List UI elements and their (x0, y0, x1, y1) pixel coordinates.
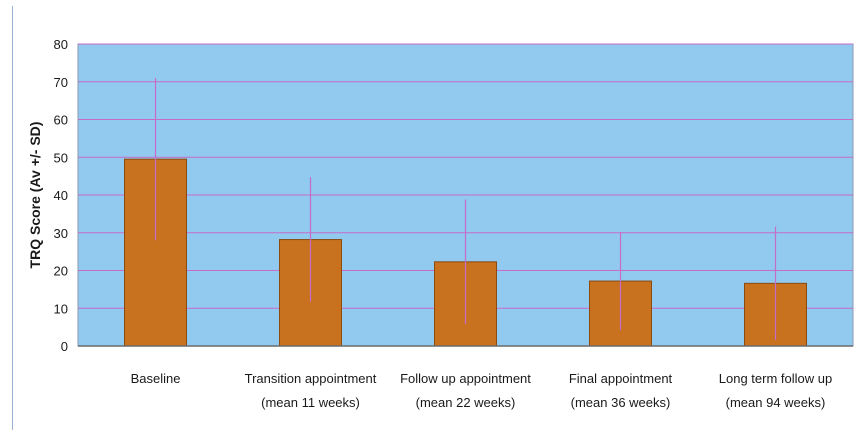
y-axis-label: TRQ Score (Av +/- SD) (27, 122, 43, 269)
y-tick-label: 80 (54, 37, 68, 52)
y-tick-label: 70 (54, 75, 68, 90)
x-category-label: Baseline (131, 371, 181, 386)
y-tick-label: 10 (54, 301, 68, 316)
error-bars (154, 77, 777, 340)
y-tick-label: 0 (61, 339, 68, 354)
x-category-label: Long term follow up (mean 94 weeks) (719, 371, 832, 410)
y-tick-label: 40 (54, 188, 68, 203)
x-category-label: Follow up appointment (mean 22 weeks) (400, 371, 531, 410)
y-tick-label: 50 (54, 150, 68, 165)
x-category-label: Final appointment (mean 36 weeks) (569, 371, 673, 410)
y-tick-label: 30 (54, 226, 68, 241)
y-tick-label: 20 (54, 264, 68, 279)
y-tick-label: 60 (54, 113, 68, 128)
x-axis-labels: Baseline Transition appointment (mean 11 w… (131, 371, 833, 410)
left-rule (12, 6, 13, 430)
y-axis-ticks: 0 10 20 30 40 50 60 70 80 (54, 37, 68, 354)
x-category-label: Transition appointment (mean 11 weeks) (245, 371, 377, 410)
